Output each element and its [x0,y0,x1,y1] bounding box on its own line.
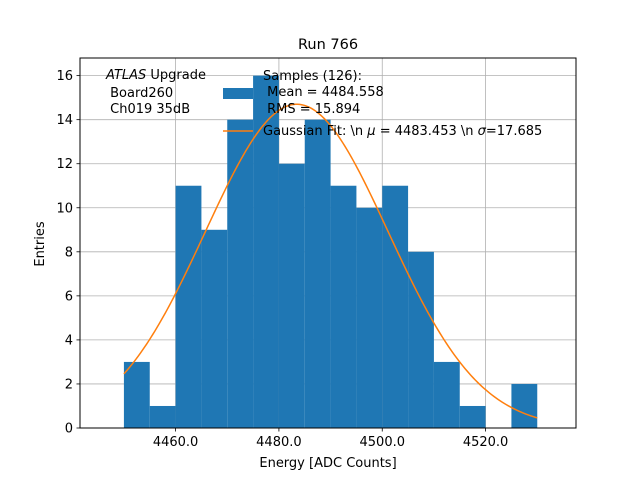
x-tick-label: 4480.0 [256,435,302,450]
y-tick-label: 16 [56,69,73,84]
annotation-line-2: Board260 [106,86,173,101]
legend-fit-label-c: =17.685 [486,124,542,139]
y-tick-label: 10 [56,201,73,216]
histogram-bar [304,119,331,429]
y-tick-label: 4 [65,333,73,348]
y-axis-label: Entries [33,221,48,267]
legend-fit-label: Gaussian Fit: \n μ = 4483.453 \n σ=17.68… [263,124,542,139]
legend: Samples (126): Mean = 4484.558 RMS = 15.… [223,69,542,139]
atlas-annotation: ATLAS Upgrade Board260 Ch019 35dB [105,68,206,117]
plot-frame [79,57,577,429]
histogram-bar [175,185,202,428]
histogram-bar [227,119,254,429]
y-tick-label: 8 [65,245,73,260]
legend-fit-label-b: = 4483.453 \n [376,124,478,139]
histogram-bar [433,361,460,428]
annotation-line-1: ATLAS Upgrade [105,68,206,83]
y-tick-label: 14 [56,113,73,128]
fit-layer [123,103,538,419]
legend-hist-label-2: Mean = 4484.558 [263,85,384,100]
y-tick-label: 0 [65,422,73,437]
x-tick-label: 4500.0 [360,435,406,450]
x-axis-label: Energy [ADC Counts] [259,456,396,471]
legend-fit-label-a: Gaussian Fit: \n [263,124,367,139]
y-tick-label: 12 [56,157,73,172]
histogram-bar [330,185,357,428]
histogram-bar [123,361,150,428]
legend-hist-label-1: Samples (126): [263,69,362,84]
annotation-upgrade: Upgrade [146,68,206,83]
bars-layer [123,75,538,429]
annotation-atlas: ATLAS [105,68,146,83]
histogram-bar [201,229,228,428]
histogram-bar [511,383,538,428]
histogram-bar [278,163,305,428]
x-tick-label: 4520.0 [463,435,509,450]
legend-hist-label-3: RMS = 15.894 [263,102,360,117]
histogram-bar [253,75,279,428]
histogram-bar [149,405,176,428]
legend-fit-sigma: σ [478,124,487,139]
x-tick-label: 4460.0 [153,435,199,450]
y-tick-label: 6 [65,289,73,304]
histogram-bar [459,405,486,428]
annotation-line-3: Ch019 35dB [106,102,190,117]
ticks-layer: 0 2 4 6 8 10 12 14 16 4460.0 4480.0 4500.0 4520.0 [56,69,508,450]
chart-title: Run 766 [298,37,358,53]
legend-fit-mu: μ [366,124,375,139]
histogram-bar [408,251,434,428]
histogram-bar [382,185,409,428]
histogram-bar [356,207,383,428]
y-tick-label: 2 [65,377,73,392]
legend-hist-swatch [223,88,253,99]
gaussian-fit-line [123,103,538,419]
